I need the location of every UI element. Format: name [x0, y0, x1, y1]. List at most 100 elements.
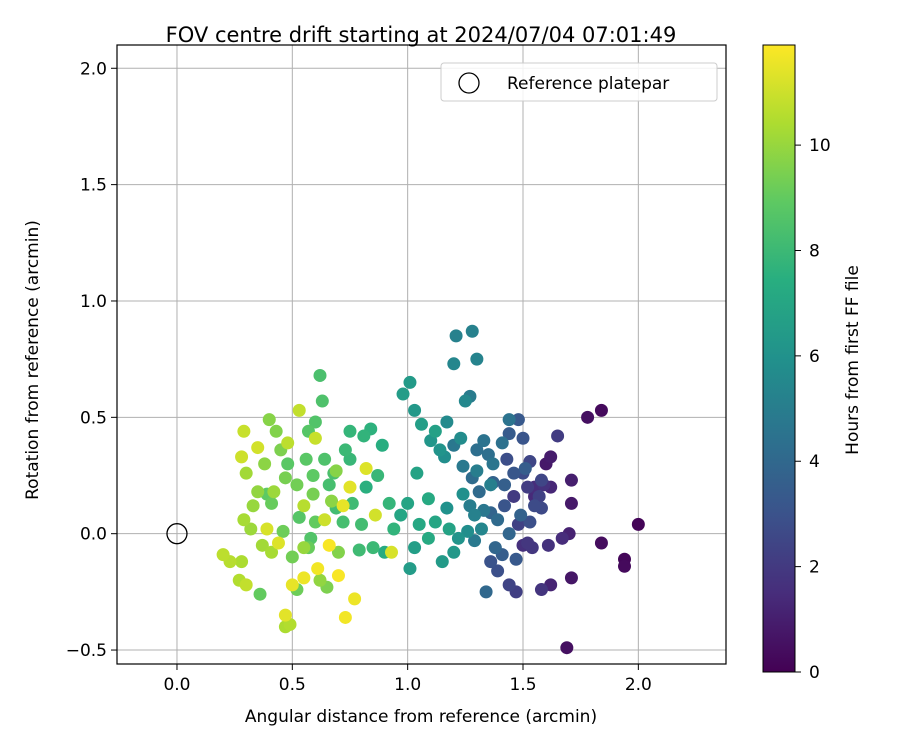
data-point — [454, 431, 468, 445]
data-point — [470, 464, 484, 478]
data-point — [276, 524, 290, 538]
colorbar-tick-label: 4 — [809, 452, 820, 472]
data-point — [521, 480, 535, 494]
legend-marker-icon — [458, 72, 480, 94]
data-point — [265, 496, 279, 510]
y-tick-label: 0.5 — [80, 408, 107, 428]
data-point — [338, 610, 352, 624]
data-point — [278, 608, 292, 622]
data-point — [262, 413, 276, 427]
data-point — [322, 478, 336, 492]
data-point — [306, 487, 320, 501]
data-point — [382, 496, 396, 510]
data-point — [451, 531, 465, 545]
data-point — [440, 415, 454, 429]
data-point — [322, 538, 336, 552]
data-point — [306, 469, 320, 483]
data-point — [366, 541, 380, 555]
data-point — [281, 457, 295, 471]
data-point — [387, 522, 401, 536]
data-point — [318, 513, 332, 527]
x-tick-label: 0.5 — [279, 675, 306, 695]
data-point — [534, 473, 548, 487]
data-point — [292, 510, 306, 524]
data-point — [343, 480, 357, 494]
data-point — [281, 436, 295, 450]
data-point — [500, 452, 514, 466]
colorbar-tick-label: 10 — [809, 136, 831, 156]
data-point — [408, 403, 422, 417]
data-point — [447, 357, 461, 371]
data-point — [325, 494, 339, 508]
data-point — [331, 569, 345, 583]
data-point — [477, 434, 491, 448]
data-point — [251, 485, 265, 499]
data-point — [491, 513, 505, 527]
data-point — [271, 536, 285, 550]
data-point — [484, 478, 498, 492]
data-point — [516, 431, 530, 445]
data-points — [216, 324, 645, 655]
data-point — [311, 562, 325, 576]
data-point — [355, 517, 369, 531]
data-point — [285, 550, 299, 564]
data-point — [348, 592, 362, 606]
data-point — [299, 452, 313, 466]
data-point — [465, 324, 479, 338]
data-point — [396, 387, 410, 401]
data-point — [255, 538, 269, 552]
colorbar-tick-label: 6 — [809, 347, 820, 367]
data-point — [260, 522, 274, 536]
data-point — [343, 424, 357, 438]
data-point — [458, 394, 472, 408]
data-point — [359, 462, 373, 476]
data-point — [468, 508, 482, 522]
y-axis-label: Rotation from reference (arcmin) — [23, 220, 43, 500]
data-point — [394, 508, 408, 522]
data-point — [336, 515, 350, 529]
data-point — [267, 485, 281, 499]
data-point — [258, 457, 272, 471]
data-point — [528, 499, 542, 513]
data-point — [594, 536, 608, 550]
data-point — [239, 466, 253, 480]
data-point — [502, 527, 516, 541]
data-point — [412, 517, 426, 531]
data-point — [403, 375, 417, 389]
data-point — [440, 501, 454, 515]
data-point — [216, 548, 230, 562]
data-point — [479, 585, 493, 599]
data-point — [375, 438, 389, 452]
colorbar-ticks: 0 2 4 6 8 10 — [795, 136, 831, 683]
data-point — [352, 543, 366, 557]
data-point — [447, 545, 461, 559]
x-tick-label: 2.0 — [625, 675, 652, 695]
data-point — [514, 508, 528, 522]
data-point — [246, 499, 260, 513]
data-point — [408, 541, 422, 555]
x-axis-label: Angular distance from reference (arcmin) — [245, 707, 597, 727]
data-point — [435, 555, 449, 569]
colorbar: 0 2 4 6 8 10 Hours from first FF file — [762, 44, 863, 683]
data-point — [551, 429, 565, 443]
data-point — [495, 436, 509, 450]
data-point — [498, 478, 512, 492]
data-point — [421, 531, 435, 545]
data-point — [502, 413, 516, 427]
data-point — [541, 538, 555, 552]
data-point — [502, 427, 516, 441]
data-point — [253, 587, 267, 601]
data-point — [235, 450, 249, 464]
data-point — [313, 368, 327, 382]
data-point — [442, 522, 456, 536]
data-point — [308, 415, 322, 429]
data-point — [472, 485, 486, 499]
data-point — [523, 515, 537, 529]
data-point — [244, 522, 258, 536]
data-point — [488, 541, 502, 555]
data-point — [285, 578, 299, 592]
data-point — [313, 573, 327, 587]
data-point — [518, 462, 532, 476]
x-axis-ticks: 0.0 0.5 1.0 1.5 2.0 — [163, 664, 652, 695]
data-point — [511, 413, 525, 427]
